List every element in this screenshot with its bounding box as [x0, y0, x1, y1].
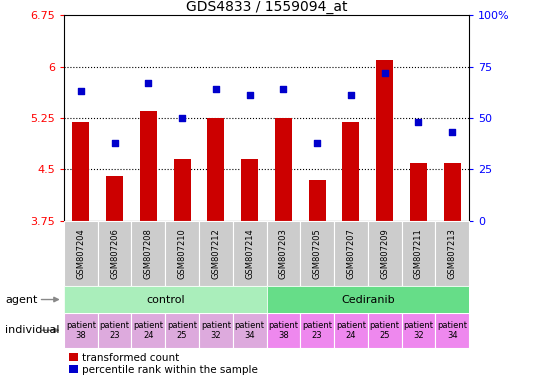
Bar	[435, 313, 469, 348]
Bar	[199, 313, 233, 348]
Point	[77, 88, 85, 94]
Bar	[401, 313, 435, 348]
Point	[381, 70, 389, 76]
Text: individual: individual	[5, 325, 60, 335]
Bar	[334, 313, 368, 348]
Text: patient
24: patient 24	[336, 321, 366, 340]
Bar	[64, 313, 98, 348]
Point	[414, 119, 423, 125]
Bar	[300, 221, 334, 286]
Point	[346, 93, 355, 99]
Text: GSM807206: GSM807206	[110, 228, 119, 279]
Point	[178, 115, 187, 121]
Text: agent: agent	[5, 295, 38, 305]
Bar	[368, 313, 401, 348]
Bar	[266, 286, 469, 313]
Text: Cediranib: Cediranib	[341, 295, 394, 305]
Text: patient
34: patient 34	[437, 321, 467, 340]
Text: patient
32: patient 32	[201, 321, 231, 340]
Bar	[266, 313, 300, 348]
Point	[110, 140, 119, 146]
Bar	[241, 159, 258, 221]
Point	[144, 80, 152, 86]
Text: GSM807214: GSM807214	[245, 228, 254, 279]
Text: patient
23: patient 23	[302, 321, 332, 340]
Bar	[174, 159, 191, 221]
Text: patient
34: patient 34	[235, 321, 264, 340]
Point	[245, 93, 254, 99]
Text: patient
25: patient 25	[167, 321, 197, 340]
Point	[279, 86, 288, 93]
Bar	[233, 221, 266, 286]
Bar	[132, 313, 165, 348]
Title: GDS4833 / 1559094_at: GDS4833 / 1559094_at	[185, 0, 348, 14]
Bar	[64, 286, 266, 313]
Text: patient
38: patient 38	[66, 321, 96, 340]
Text: GSM807205: GSM807205	[313, 228, 321, 279]
Bar	[376, 60, 393, 221]
Text: GSM807203: GSM807203	[279, 228, 288, 279]
Bar	[401, 221, 435, 286]
Text: GSM807204: GSM807204	[76, 228, 85, 279]
Legend: transformed count, percentile rank within the sample: transformed count, percentile rank withi…	[69, 353, 257, 375]
Bar	[275, 118, 292, 221]
Bar	[64, 221, 98, 286]
Point	[212, 86, 220, 93]
Bar	[98, 313, 132, 348]
Text: patient
23: patient 23	[100, 321, 130, 340]
Bar	[72, 121, 90, 221]
Text: patient
24: patient 24	[133, 321, 163, 340]
Bar	[334, 221, 368, 286]
Text: GSM807207: GSM807207	[346, 228, 356, 279]
Point	[313, 140, 321, 146]
Bar	[165, 221, 199, 286]
Bar	[207, 118, 224, 221]
Bar	[140, 111, 157, 221]
Text: patient
38: patient 38	[269, 321, 298, 340]
Bar	[435, 221, 469, 286]
Text: GSM807213: GSM807213	[448, 228, 457, 279]
Bar	[309, 180, 326, 221]
Bar	[368, 221, 401, 286]
Text: patient
25: patient 25	[370, 321, 400, 340]
Text: control: control	[146, 295, 184, 305]
Bar	[266, 221, 300, 286]
Bar	[199, 221, 233, 286]
Point	[448, 129, 456, 136]
Bar	[98, 221, 132, 286]
Text: GSM807208: GSM807208	[144, 228, 153, 279]
Bar	[444, 162, 461, 221]
Bar	[106, 176, 123, 221]
Bar	[233, 313, 266, 348]
Bar	[300, 313, 334, 348]
Bar	[410, 162, 427, 221]
Bar	[165, 313, 199, 348]
Text: GSM807209: GSM807209	[380, 228, 389, 279]
Bar	[132, 221, 165, 286]
Text: GSM807210: GSM807210	[177, 228, 187, 279]
Text: patient
32: patient 32	[403, 321, 433, 340]
Text: GSM807212: GSM807212	[212, 228, 220, 279]
Text: GSM807211: GSM807211	[414, 228, 423, 279]
Bar	[343, 121, 359, 221]
